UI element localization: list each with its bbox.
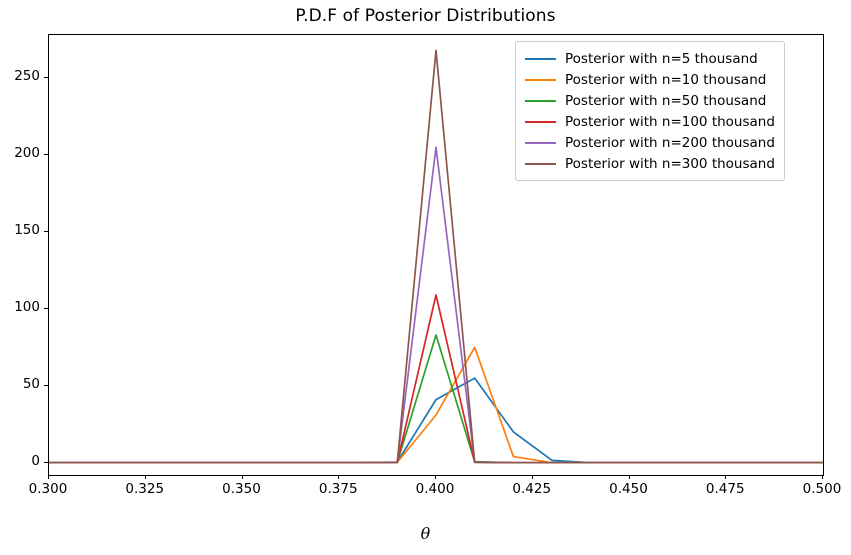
x-axis-tick-label: 0.325 bbox=[125, 481, 165, 497]
legend-item[interactable]: Posterior with n=5 thousand bbox=[525, 48, 775, 69]
x-axis-tick-label: 0.475 bbox=[705, 481, 745, 497]
legend-item-label: Posterior with n=10 thousand bbox=[565, 71, 767, 88]
x-axis-tick-mark bbox=[48, 475, 50, 479]
legend-color-swatch bbox=[525, 57, 556, 60]
x-axis-tick-label: 0.450 bbox=[609, 481, 648, 497]
y-axis-tick-mark bbox=[44, 154, 48, 156]
legend-item-label: Posterior with n=100 thousand bbox=[565, 113, 775, 130]
legend-item[interactable]: Posterior with n=200 thousand bbox=[525, 132, 775, 153]
legend-item[interactable]: Posterior with n=300 thousand bbox=[525, 153, 775, 174]
legend-item-label: Posterior with n=5 thousand bbox=[565, 50, 758, 67]
y-axis-tick-label: 150 bbox=[14, 221, 40, 238]
x-axis-tick-mark bbox=[241, 475, 243, 479]
x-axis-tick-mark bbox=[144, 475, 146, 479]
x-axis-tick-mark bbox=[822, 475, 824, 479]
x-axis-tick-label: 0.300 bbox=[28, 481, 68, 497]
x-axis-tick-label: 0.375 bbox=[318, 481, 358, 497]
legend-item[interactable]: Posterior with n=50 thousand bbox=[525, 90, 775, 111]
legend[interactable]: Posterior with n=5 thousand Posterior wit… bbox=[515, 41, 785, 181]
legend-color-swatch bbox=[525, 120, 556, 123]
x-axis-tick-label: 0.500 bbox=[802, 481, 842, 497]
chart-title: P.D.F of Posterior Distributions bbox=[295, 6, 556, 26]
x-axis-tick-mark bbox=[531, 475, 533, 479]
series-line bbox=[49, 294, 823, 464]
y-axis-tick-mark bbox=[44, 384, 48, 386]
x-axis-tick-mark bbox=[338, 475, 340, 479]
x-axis-tick-mark bbox=[435, 475, 437, 479]
x-axis-tick-label: 0.400 bbox=[415, 481, 455, 497]
x-axis-tick-mark bbox=[725, 475, 727, 479]
legend-color-swatch bbox=[525, 141, 556, 144]
y-axis-tick-mark bbox=[44, 77, 48, 79]
series-line bbox=[49, 377, 823, 464]
y-axis-tick-mark bbox=[44, 461, 48, 463]
y-axis-tick-mark bbox=[44, 230, 48, 233]
legend-color-swatch bbox=[525, 78, 556, 81]
legend-item[interactable]: Posterior with n=10 thousand bbox=[525, 69, 775, 90]
legend-item-label: Posterior with n=300 thousand bbox=[565, 155, 775, 172]
legend-item-label: Posterior with n=50 thousand bbox=[565, 92, 767, 109]
y-axis-tick-label: 200 bbox=[14, 145, 40, 161]
y-axis-tick-label: 100 bbox=[14, 298, 40, 315]
x-axis-tick-label: 0.425 bbox=[512, 481, 552, 497]
series-lines bbox=[49, 49, 823, 464]
x-axis-tick-label: 0.350 bbox=[222, 481, 261, 497]
y-axis-tick-label: 0 bbox=[31, 452, 40, 469]
plot-area bbox=[48, 34, 824, 476]
y-axis-tick-mark bbox=[44, 307, 48, 309]
y-axis-tick-label: 50 bbox=[22, 375, 40, 392]
y-axis-tick-label: 250 bbox=[14, 68, 40, 85]
series-line bbox=[49, 346, 823, 464]
x-axis-tick-mark bbox=[628, 475, 630, 479]
legend-color-swatch bbox=[525, 99, 556, 102]
series-line bbox=[49, 49, 823, 464]
x-axis-label: θ bbox=[420, 524, 431, 543]
legend-item-label: Posterior with n=200 thousand bbox=[565, 134, 775, 151]
legend-color-swatch bbox=[525, 162, 556, 165]
legend-item[interactable]: Posterior with n=100 thousand bbox=[525, 111, 775, 132]
